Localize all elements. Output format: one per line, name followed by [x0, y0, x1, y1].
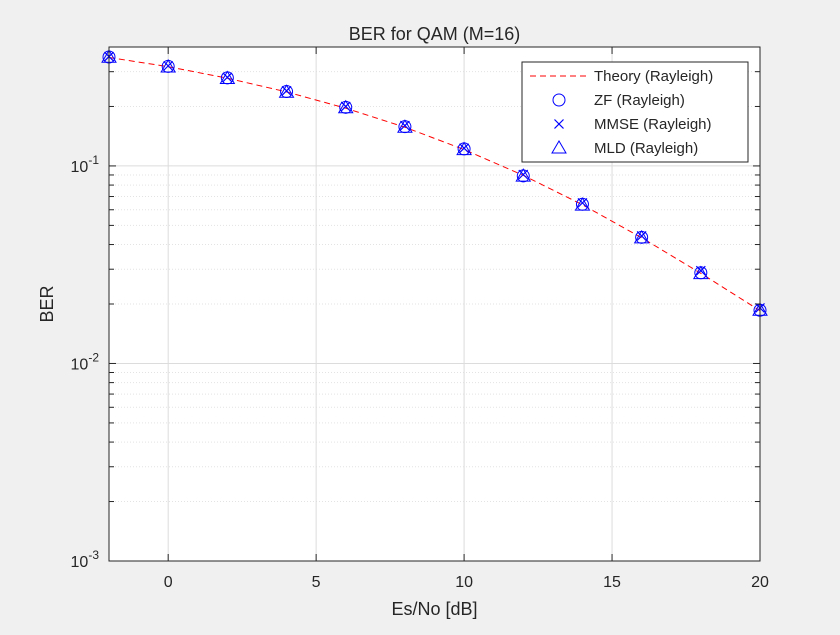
data-point [399, 120, 410, 131]
ticks: 10-1 10-2 10-3 0 5 10 15 20 [71, 46, 769, 591]
x-stroke [340, 101, 351, 112]
x-stroke [518, 169, 529, 180]
x-stroke [459, 143, 470, 154]
y-axis-label: BER [37, 285, 57, 322]
legend-label: ZF (Rayleigh) [594, 92, 685, 109]
data-point [692, 265, 709, 280]
legend-marker-swatch [551, 140, 567, 154]
x-stroke [399, 120, 410, 131]
data-point [278, 84, 295, 98]
y-tick-label: 10-1 [71, 153, 100, 176]
x-axis-label: Es/No [dB] [391, 599, 477, 619]
legend-marker-swatch [554, 119, 564, 129]
data-point [397, 119, 413, 133]
y-tick-label: 10-2 [71, 350, 100, 373]
legend-entry: ZF (Rayleigh) [552, 92, 685, 109]
data-point [340, 101, 351, 112]
x-stroke [695, 265, 706, 276]
x-tick-label: 20 [751, 574, 769, 591]
x-stroke [636, 231, 647, 241]
legend-entry: Theory (Rayleigh) [530, 68, 713, 85]
legend-label: MLD (Rayleigh) [594, 140, 698, 157]
series-1 [108, 56, 761, 312]
data-point [281, 85, 292, 96]
x-stroke [554, 119, 564, 129]
x-tick-label: 10 [455, 574, 473, 591]
legend-label: MMSE (Rayleigh) [594, 116, 712, 133]
legend-entry: MMSE (Rayleigh) [554, 116, 712, 133]
x-tick-label: 5 [312, 574, 321, 591]
legend-entry: MLD (Rayleigh) [551, 140, 698, 157]
data-point [636, 231, 647, 241]
data-point [459, 143, 470, 154]
data-point [518, 169, 529, 180]
data-point [222, 72, 233, 83]
chart-title: BER for QAM (M=16) [349, 24, 521, 44]
y-tick-label: 10-3 [71, 548, 100, 571]
series-4 [101, 49, 768, 316]
legend-label: Theory (Rayleigh) [594, 68, 713, 85]
grid [109, 46, 761, 562]
data-point [219, 70, 236, 85]
x-stroke [222, 72, 233, 83]
legend: Theory (Rayleigh) ZF (Rayleigh) MMSE (Rayl… [521, 61, 749, 163]
data-point [456, 141, 472, 156]
legend-box [521, 61, 749, 163]
data-point [633, 229, 650, 244]
data-point [515, 168, 532, 182]
x-stroke [281, 85, 292, 96]
x-tick-label: 15 [603, 574, 621, 591]
data-point [337, 99, 354, 114]
x-stroke [163, 60, 174, 71]
data-point [163, 60, 174, 71]
data-point [695, 265, 706, 276]
legend-marker-swatch [552, 93, 566, 107]
data-point [577, 197, 588, 208]
data-point [160, 58, 177, 73]
data-point [574, 197, 591, 211]
theory-line [108, 56, 761, 312]
data-layer [101, 49, 768, 317]
x-stroke [577, 197, 588, 208]
x-tick-label: 0 [164, 574, 173, 591]
